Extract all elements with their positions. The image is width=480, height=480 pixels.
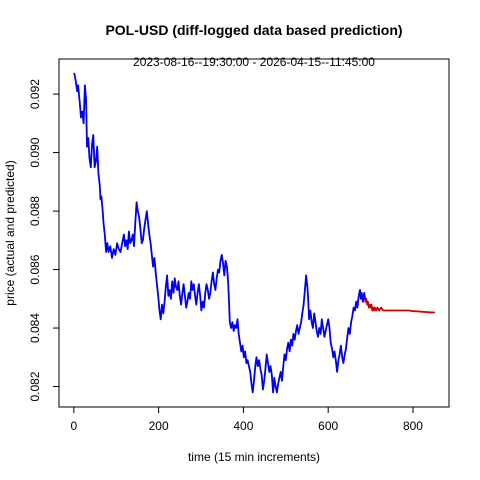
x-tick-label: 0 [70,419,77,433]
actual-price-line [73,72,367,394]
chart-subtitle: 2023-08-16--19:30:00 - 2026-04-15--11:45… [133,55,375,69]
y-tick-label: 0.086 [28,254,42,284]
x-tick-label: 400 [233,419,253,433]
y-tick-label: 0.084 [28,313,42,343]
x-tick-label: 600 [318,419,338,433]
y-tick-label: 0.082 [28,371,42,401]
x-axis-label: time (15 min increments) [188,450,320,464]
predicted-price-line [364,297,436,314]
x-axis: 0 200 400 600 800 [70,407,423,433]
y-axis-label: price (actual and predicted) [3,160,17,305]
y-tick-label: 0.088 [28,196,42,226]
series-layer [73,72,436,394]
y-tick-label: 0.090 [28,137,42,167]
y-axis: 0.082 0.084 0.086 0.088 0.090 0.092 [28,79,59,402]
plot-frame [58,58,450,408]
x-tick-label: 200 [149,419,169,433]
y-tick-label: 0.092 [28,79,42,109]
chart-title: POL-USD (diff-logged data based predicti… [105,22,402,38]
x-tick-label: 800 [403,419,423,433]
